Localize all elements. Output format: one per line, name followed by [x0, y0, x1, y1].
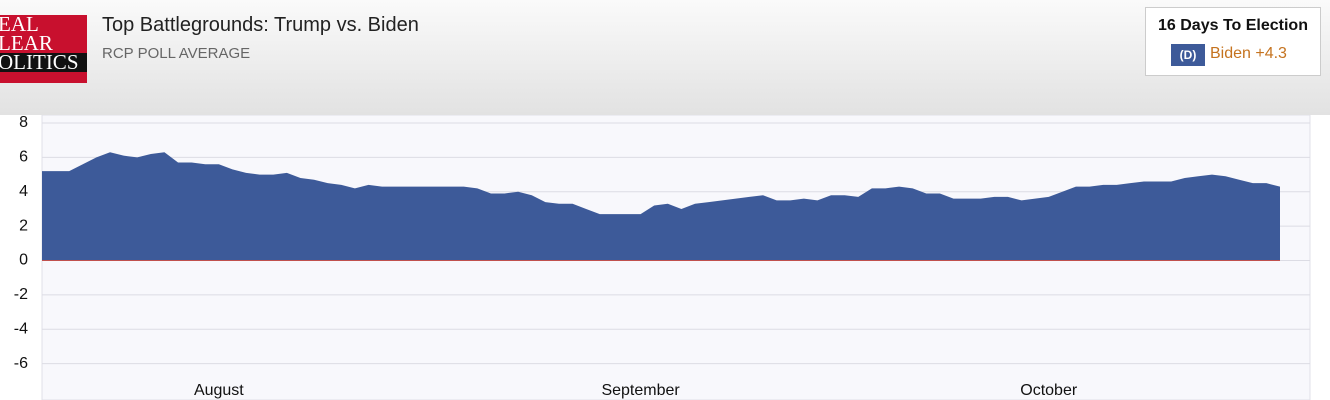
chart-subtitle: RCP POLL AVERAGE	[102, 45, 251, 62]
party-badge: (D)	[1171, 44, 1205, 66]
x-tick-label: September	[601, 382, 680, 399]
header: EAL LEAR OLITICS Top Battlegrounds: Trum…	[0, 0, 1330, 115]
y-tick-label: -4	[14, 320, 28, 337]
area	[42, 152, 1280, 261]
chart: 8 6 4 2 0 -2 -4 -6 August September October	[0, 115, 1330, 400]
y-tick-label: 2	[19, 217, 28, 234]
y-tick-label: 4	[19, 183, 28, 200]
chart-title: Top Battlegrounds: Trump vs. Biden	[102, 14, 419, 36]
logo: EAL LEAR OLITICS	[0, 15, 87, 83]
y-tick-label: 8	[19, 115, 28, 131]
x-tick-label: October	[1020, 382, 1078, 399]
logo-line: EAL	[0, 15, 39, 36]
y-tick-label: -6	[14, 355, 28, 372]
logo-line: OLITICS	[0, 52, 87, 73]
y-tick-label: 0	[19, 252, 28, 269]
x-tick-label: August	[194, 382, 244, 399]
status-box: 16 Days To Election (D) Biden +4.3	[1145, 7, 1321, 76]
logo-line: LEAR	[0, 31, 53, 55]
status-heading: 16 Days To Election	[1158, 17, 1308, 34]
leader: Biden +4.3	[1210, 45, 1287, 62]
y-tick-label: -2	[14, 286, 28, 303]
y-tick-label: 6	[19, 149, 28, 166]
